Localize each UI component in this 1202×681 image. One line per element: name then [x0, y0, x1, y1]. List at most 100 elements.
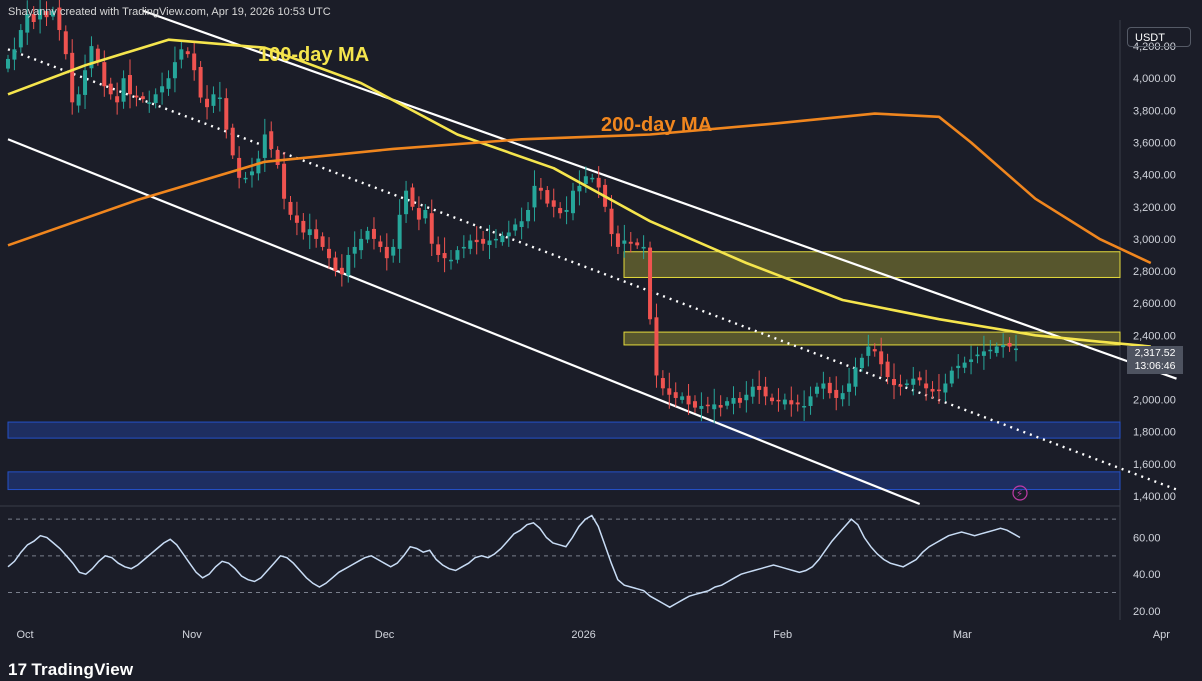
candle[interactable]	[872, 349, 877, 352]
channel-upper[interactable]	[142, 9, 1177, 380]
candle[interactable]	[1001, 344, 1006, 348]
candle[interactable]	[718, 405, 723, 408]
candle[interactable]	[95, 48, 100, 63]
candle[interactable]	[115, 96, 120, 103]
candle[interactable]	[757, 386, 762, 390]
candle[interactable]	[924, 383, 929, 389]
candle[interactable]	[217, 97, 222, 100]
candle[interactable]	[994, 346, 999, 353]
candle[interactable]	[211, 94, 216, 106]
candle[interactable]	[449, 259, 454, 262]
candle[interactable]	[622, 240, 627, 244]
candle[interactable]	[160, 86, 165, 93]
candle[interactable]	[962, 362, 967, 368]
candle[interactable]	[384, 246, 389, 259]
candle[interactable]	[827, 382, 832, 394]
candle[interactable]	[18, 30, 23, 48]
candle[interactable]	[147, 102, 152, 104]
candle[interactable]	[378, 241, 383, 247]
candle[interactable]	[44, 11, 49, 18]
candle[interactable]	[795, 402, 800, 405]
candle[interactable]	[859, 357, 864, 369]
candle[interactable]	[583, 176, 588, 184]
candle[interactable]	[609, 208, 614, 235]
candle[interactable]	[648, 247, 653, 320]
candle[interactable]	[911, 378, 916, 385]
candle[interactable]	[737, 397, 742, 403]
candle[interactable]	[866, 346, 871, 356]
candle[interactable]	[680, 396, 685, 400]
candle[interactable]	[102, 62, 107, 87]
candle[interactable]	[660, 378, 665, 389]
candle[interactable]	[134, 95, 139, 98]
candle[interactable]	[166, 78, 171, 89]
candle[interactable]	[140, 96, 145, 100]
demand-zone-lower[interactable]	[7, 471, 1121, 491]
candle[interactable]	[397, 214, 402, 249]
candle[interactable]	[538, 187, 543, 191]
candle[interactable]	[635, 242, 640, 246]
candle[interactable]	[346, 254, 351, 276]
supply-zone-lower[interactable]	[623, 331, 1121, 346]
candle[interactable]	[885, 361, 890, 378]
candle[interactable]	[25, 13, 30, 33]
candle[interactable]	[545, 190, 550, 204]
candle[interactable]	[333, 257, 338, 272]
candle[interactable]	[301, 220, 306, 233]
candle[interactable]	[38, 9, 43, 20]
channel-lower[interactable]	[7, 138, 921, 506]
candle[interactable]	[89, 46, 94, 69]
candle[interactable]	[904, 383, 909, 386]
candle[interactable]	[506, 232, 511, 237]
candle[interactable]	[12, 49, 17, 60]
candle[interactable]	[481, 238, 486, 244]
candle[interactable]	[205, 98, 210, 108]
candle[interactable]	[519, 221, 524, 228]
candle[interactable]	[76, 94, 81, 106]
candle[interactable]	[596, 177, 601, 188]
candle[interactable]	[898, 384, 903, 387]
candle[interactable]	[686, 395, 691, 405]
candle[interactable]	[487, 240, 492, 246]
candle[interactable]	[474, 239, 479, 243]
supply-zone-upper[interactable]	[623, 251, 1121, 278]
candle[interactable]	[31, 13, 36, 22]
candle[interactable]	[847, 383, 852, 392]
candle[interactable]	[493, 238, 498, 241]
candle[interactable]	[282, 163, 287, 199]
candle[interactable]	[853, 367, 858, 387]
ma200-line[interactable]	[7, 112, 1152, 265]
candle[interactable]	[468, 240, 473, 249]
candle[interactable]	[551, 200, 556, 207]
candle[interactable]	[673, 392, 678, 398]
candle[interactable]	[667, 388, 672, 395]
candle[interactable]	[57, 7, 62, 31]
candle[interactable]	[179, 49, 184, 60]
candle[interactable]	[185, 51, 190, 55]
lightning-icon[interactable]	[1012, 485, 1028, 501]
candle[interactable]	[371, 228, 376, 239]
candle[interactable]	[930, 388, 935, 392]
candle[interactable]	[224, 98, 229, 130]
candle[interactable]	[770, 397, 775, 402]
candle[interactable]	[821, 383, 826, 389]
candle[interactable]	[789, 400, 794, 405]
candle[interactable]	[500, 235, 505, 243]
candle[interactable]	[230, 127, 235, 156]
candle[interactable]	[70, 52, 75, 103]
candle[interactable]	[1014, 348, 1018, 351]
candle[interactable]	[513, 224, 518, 231]
candle[interactable]	[532, 185, 537, 208]
candle[interactable]	[436, 244, 441, 255]
candle[interactable]	[936, 389, 941, 392]
candle[interactable]	[956, 365, 961, 369]
candle[interactable]	[294, 215, 299, 223]
currency-selector[interactable]: USDT	[1127, 27, 1191, 47]
candle[interactable]	[975, 354, 980, 357]
candle[interactable]	[83, 70, 88, 95]
candle[interactable]	[526, 209, 531, 222]
candle[interactable]	[879, 351, 884, 365]
candle[interactable]	[590, 177, 595, 180]
candle[interactable]	[943, 383, 948, 393]
